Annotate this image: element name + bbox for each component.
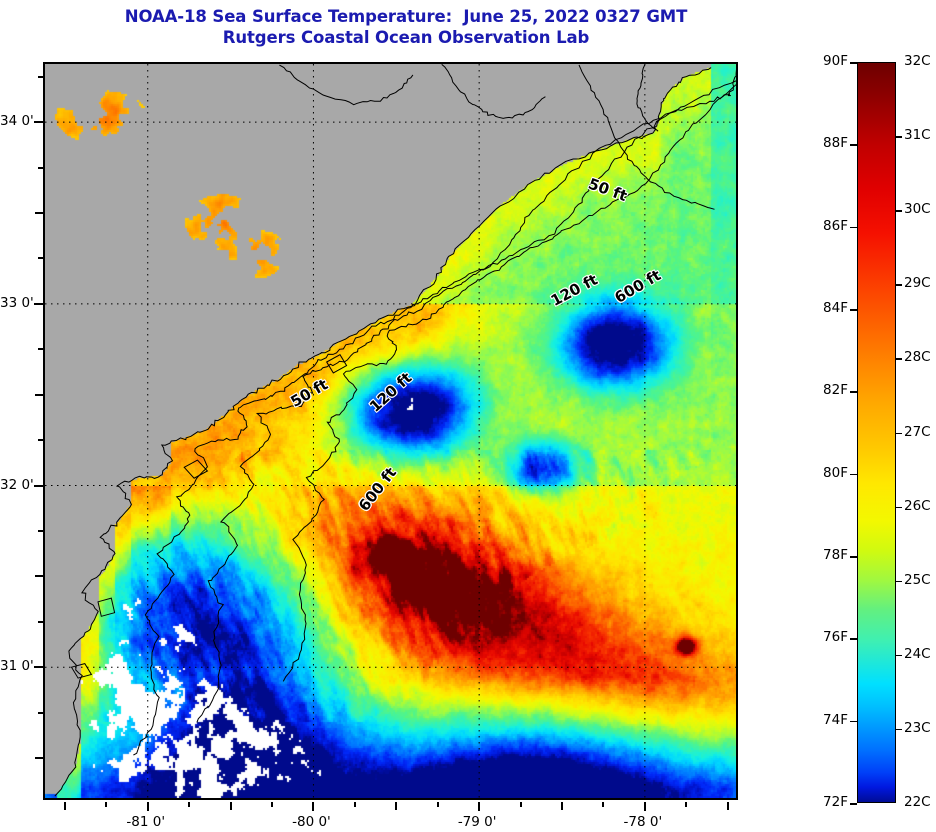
y-tick-minor (35, 211, 43, 214)
x-axis-label-80: -80 0' (292, 814, 331, 830)
x-tick-major (643, 802, 646, 811)
x-tick-minor (561, 802, 563, 810)
y-axis-label-31: 31 0' (0, 658, 34, 675)
y-tick-minor (38, 529, 43, 532)
x-tick-minor (229, 802, 232, 810)
colorbar-gradient (857, 62, 896, 803)
colorbar-tick-f-86 (850, 226, 857, 229)
x-tick-minor (519, 802, 522, 807)
x-tick-minor (63, 802, 66, 810)
x-axis-label-79: -79 0' (457, 814, 497, 830)
colorbar-label-c-31: 31C (904, 127, 931, 144)
colorbar-label-f-90: 90F (823, 53, 848, 69)
colorbar-tick-f-90 (850, 62, 857, 64)
temperature-colorbar[interactable]: 72F 74F 76F 78F 80F 82F 84F 86F 88F 90F 22C 23C 24C 2… (823, 54, 931, 808)
colorbar-label-c-26: 26C (904, 497, 931, 514)
y-tick-minor (38, 711, 43, 714)
x-tick-minor (105, 802, 108, 807)
y-axis-label-32: 32 0' (0, 476, 34, 493)
y-tick-minor (35, 575, 43, 578)
colorbar-tick-f-74 (850, 720, 857, 723)
colorbar-label-c-28: 28C (904, 349, 931, 366)
y-tick-major (34, 121, 43, 124)
y-tick-minor (35, 393, 43, 396)
x-tick-minor (685, 802, 688, 807)
colorbar-tick-c-23 (896, 728, 902, 731)
colorbar-tick-c-27 (896, 432, 902, 434)
y-axis-label-34: 34 0' (0, 113, 34, 130)
y-tick-minor (38, 348, 43, 351)
y-tick-major (34, 666, 43, 669)
y-tick-minor (38, 75, 43, 78)
colorbar-label-f-74: 74F (823, 711, 848, 728)
colorbar-label-f-84: 84F (823, 300, 848, 316)
colorbar-label-c-29: 29C (904, 275, 931, 292)
y-tick-minor (38, 166, 43, 169)
x-tick-minor (436, 802, 439, 807)
colorbar-tick-c-25 (896, 580, 902, 583)
x-tick-minor (353, 802, 356, 807)
x-tick-major (146, 802, 149, 811)
colorbar-tick-c-29 (896, 284, 902, 286)
colorbar-label-f-80: 80F (823, 464, 848, 481)
colorbar-tick-c-31 (896, 136, 902, 138)
colorbar-tick-c-24 (896, 654, 902, 657)
colorbar-label-f-86: 86F (823, 217, 848, 234)
colorbar-label-c-30: 30C (904, 201, 931, 218)
x-tick-minor (271, 802, 274, 807)
x-tick-minor (395, 802, 398, 810)
colorbar-label-f-88: 88F (823, 135, 848, 152)
colorbar-tick-c-28 (896, 358, 902, 360)
title-line-1: NOAA-18 Sea Surface Temperature: June 25… (124, 7, 688, 26)
title-line-2: Rutgers Coastal Ocean Observation Lab (222, 28, 590, 47)
colorbar-label-f-76: 76F (823, 629, 848, 646)
x-tick-minor (188, 802, 191, 807)
colorbar-label-f-72: 72F (823, 794, 848, 810)
colorbar-tick-f-72 (850, 803, 857, 805)
y-tick-minor (38, 257, 43, 260)
x-axis-label-81: -81 0' (126, 814, 166, 830)
x-tick-minor (602, 802, 605, 807)
colorbar-tick-f-84 (850, 309, 857, 311)
y-tick-minor (35, 757, 43, 760)
x-tick-minor (726, 802, 729, 810)
y-tick-major (34, 484, 43, 487)
x-axis-ticks (43, 802, 738, 814)
colorbar-tick-f-82 (850, 391, 857, 393)
colorbar-label-f-82: 82F (823, 382, 848, 399)
x-tick-major (478, 802, 481, 811)
page-title: NOAA-18 Sea Surface Temperature: June 25… (0, 6, 812, 48)
colorbar-label-c-24: 24C (904, 645, 931, 662)
x-tick-major (312, 802, 315, 811)
y-tick-major (34, 302, 43, 305)
colorbar-label-c-27: 27C (904, 423, 931, 440)
colorbar-label-f-78: 78F (823, 547, 848, 563)
y-tick-minor (38, 620, 43, 623)
y-axis-labels: 34 0' 33 0' 32 0' 31 0' (0, 0, 43, 832)
colorbar-tick-f-78 (850, 556, 857, 558)
colorbar-label-c-23: 23C (904, 719, 931, 736)
colorbar-label-c-25: 25C (904, 571, 931, 588)
colorbar-label-c-32: 32C (904, 53, 931, 69)
map-plot-area[interactable]: 50 ft 120 ft 600 ft 50 ft 120 ft 600 ft (43, 62, 738, 800)
colorbar-tick-f-88 (850, 144, 857, 146)
x-axis-label-78: -78 0' (623, 814, 663, 830)
colorbar-tick-f-80 (850, 473, 857, 476)
colorbar-label-c-22: 22C (904, 794, 931, 810)
colorbar-tick-c-30 (896, 210, 902, 212)
colorbar-tick-c-26 (896, 506, 902, 509)
y-tick-minor (38, 439, 43, 442)
y-axis-label-33: 33 0' (0, 294, 34, 311)
colorbar-tick-f-76 (850, 638, 857, 640)
